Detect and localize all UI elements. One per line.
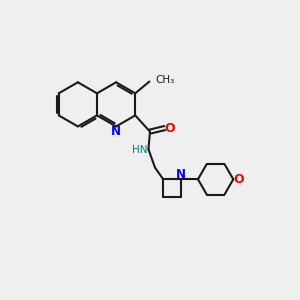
Text: O: O	[234, 173, 244, 186]
Text: O: O	[165, 122, 175, 135]
Text: N: N	[176, 168, 186, 181]
Text: HN: HN	[132, 145, 147, 155]
Text: N: N	[110, 125, 121, 138]
Text: CH₃: CH₃	[156, 75, 175, 85]
